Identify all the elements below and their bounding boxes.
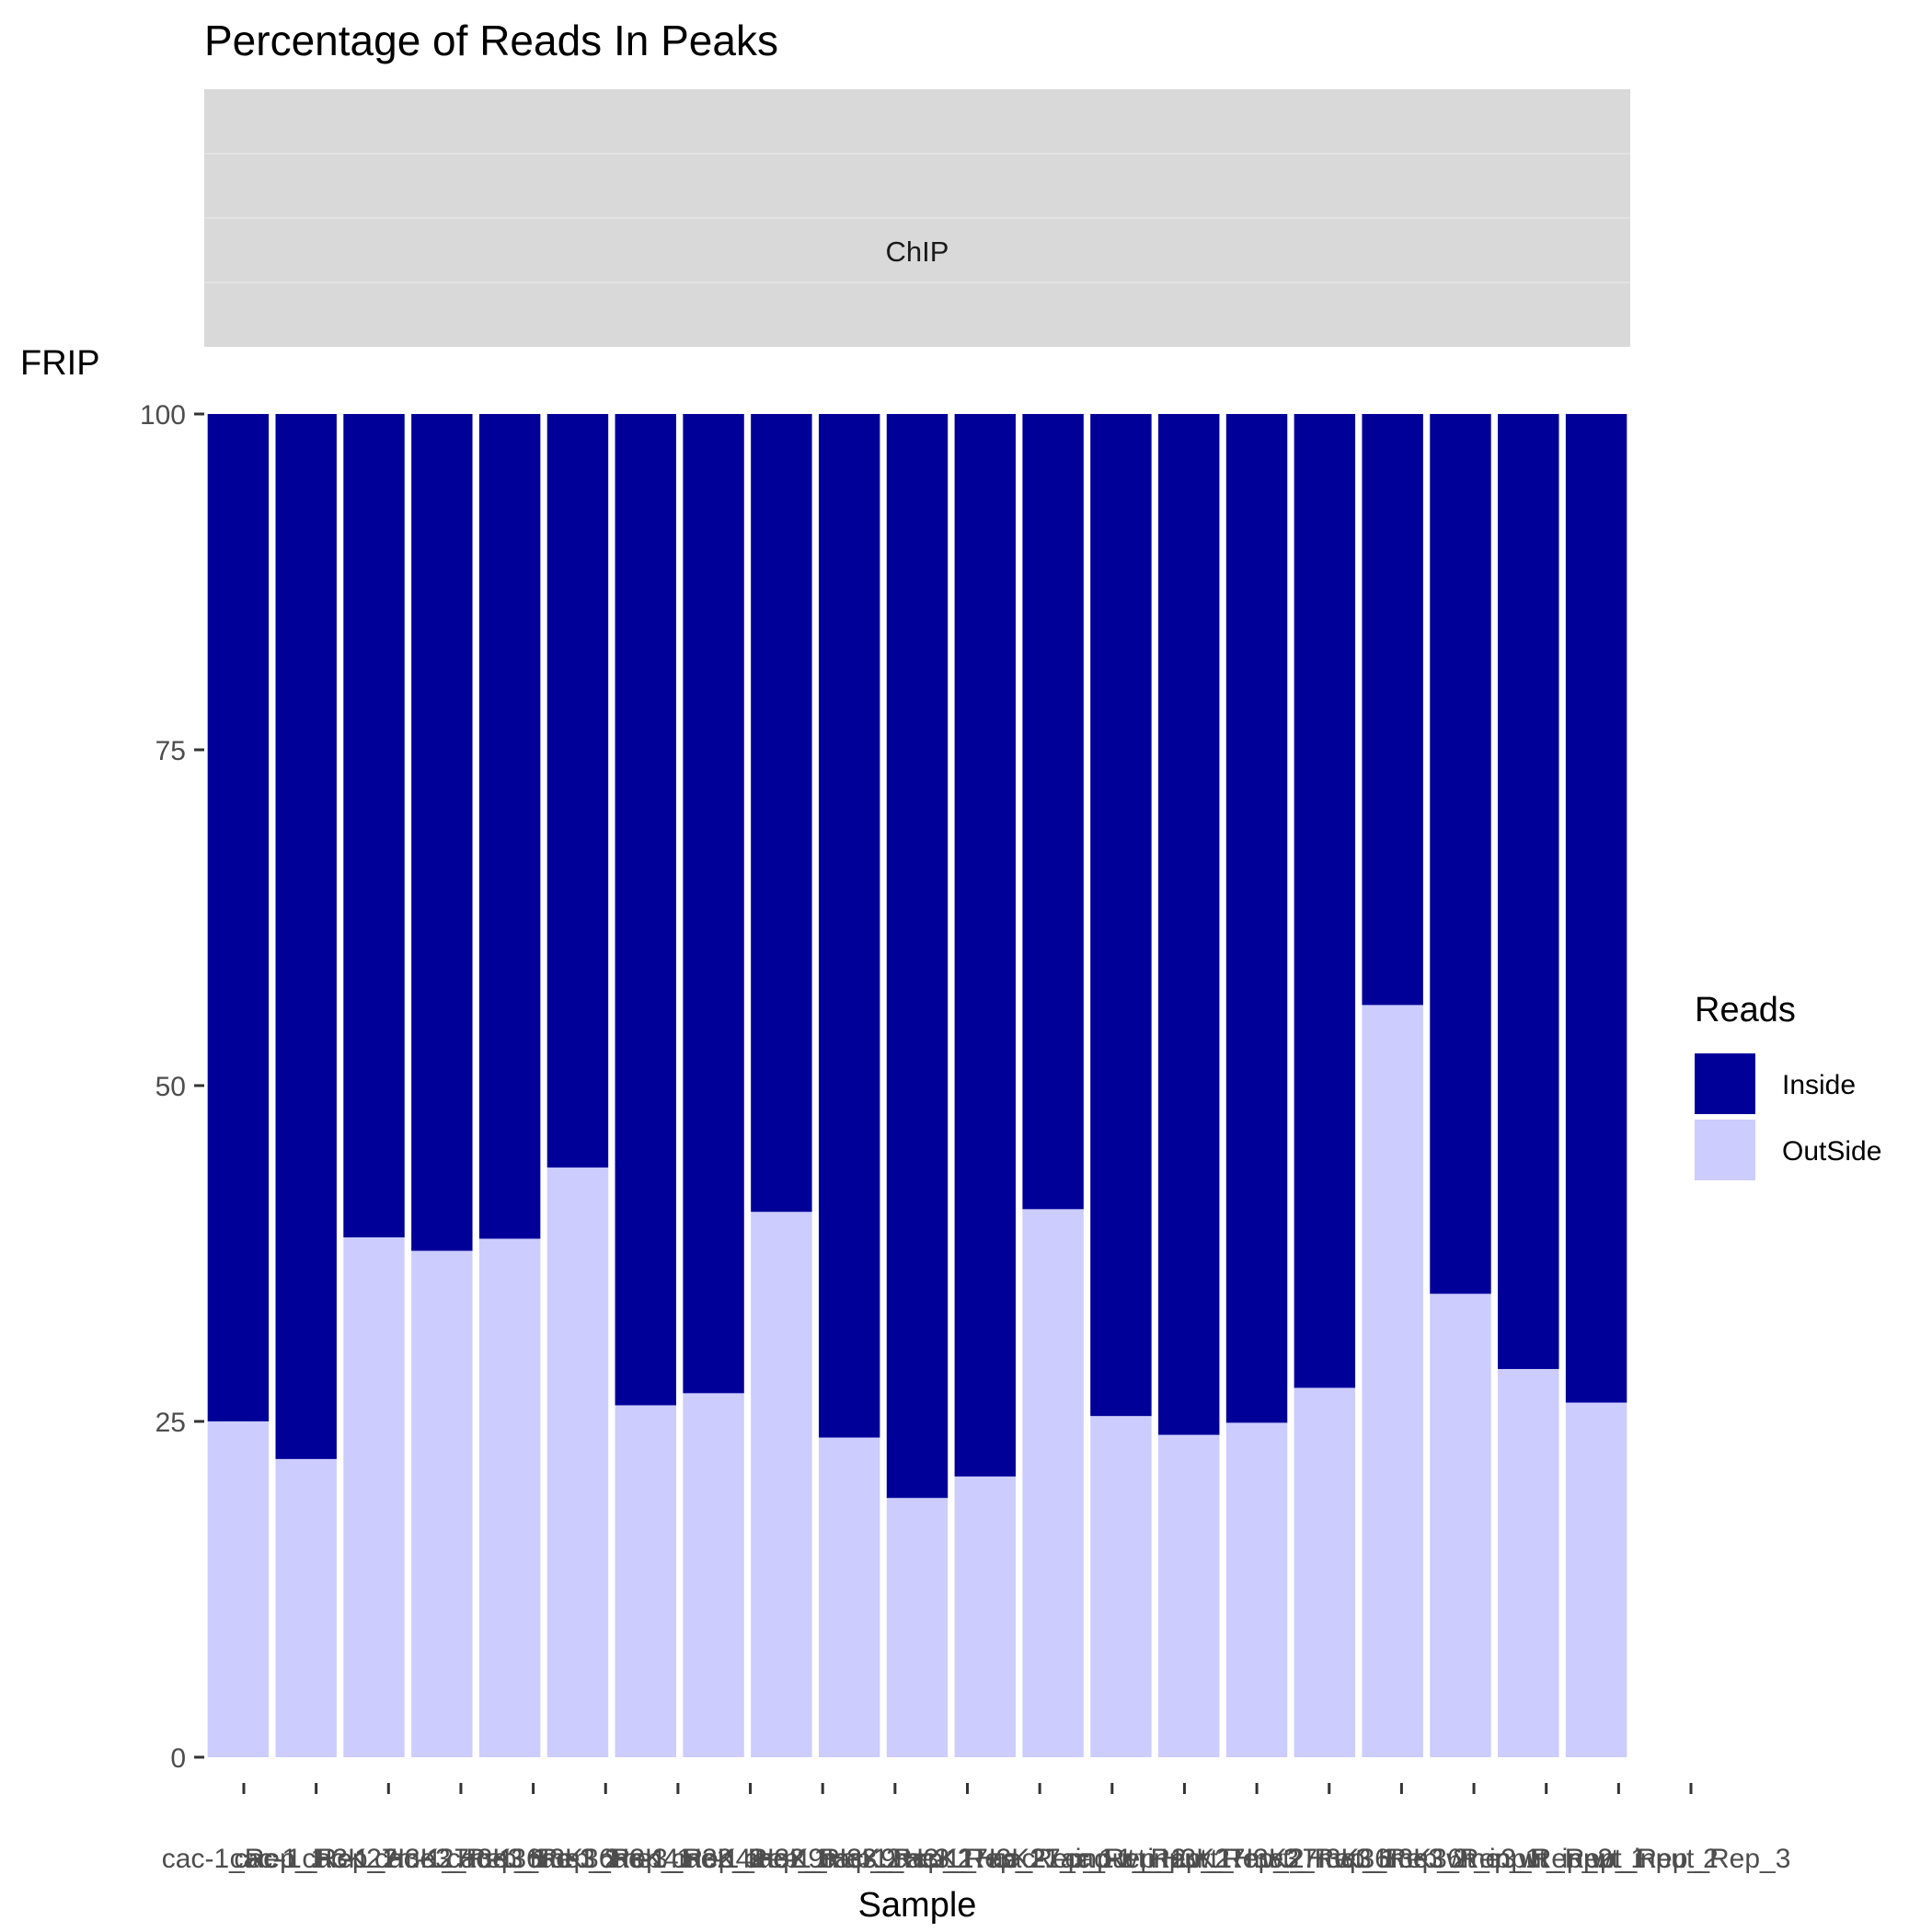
legend: Reads Inside OutSide [1695, 991, 1881, 1180]
x-tick-label: cac-1_H3K27ac_Rep_1 [821, 1844, 1114, 1874]
bar-inside-19 [1430, 414, 1491, 1294]
bar-inside-6 [546, 414, 609, 1168]
bar-inside-3 [343, 414, 405, 1237]
bar-inside-5 [478, 414, 541, 1239]
bar-inside-14 [1090, 414, 1152, 1417]
y-tick-label: 75 [155, 736, 186, 766]
bar-inside-8 [683, 414, 744, 1394]
bar-outside-4 [411, 1250, 473, 1757]
x-tick-label: cac-1_H3K4me2_Rep_1 [527, 1844, 830, 1874]
x-axis: cac-1_Rep_1cac-1_Rep_2cac-1_H3K27me3_Rep… [162, 1783, 1791, 1874]
x-tick-label: wt_input_Rep_2 [1518, 1844, 1719, 1874]
bar-inside-4 [411, 414, 473, 1251]
bar-outside-20 [1498, 1369, 1559, 1757]
bar-inside-7 [615, 414, 676, 1406]
y-tick-label: 0 [170, 1743, 186, 1774]
x-tick-label: cac-1_input_Rep_2 [1064, 1844, 1304, 1874]
bar-outside-13 [1022, 1209, 1084, 1757]
y-tick-label: 100 [140, 400, 186, 431]
bar-outside-9 [751, 1212, 812, 1757]
bar-inside-2 [275, 414, 337, 1459]
x-tick-label: wt_input_Rep_1 [1445, 1844, 1646, 1874]
y-tick-label: 25 [155, 1408, 186, 1438]
bar-outside-3 [343, 1236, 405, 1757]
bar-outside-2 [275, 1458, 337, 1757]
x-tick-label: wt_H3K27me3_Rep_1 [1117, 1844, 1396, 1874]
bar-outside-21 [1565, 1402, 1627, 1757]
x-tick-label: wt_input_Rep_3 [1591, 1844, 1791, 1874]
bar-outside-18 [1362, 1005, 1423, 1757]
bar-outside-15 [1158, 1434, 1220, 1757]
y-tick-label: 50 [155, 1072, 186, 1102]
bar-inside-9 [751, 414, 812, 1213]
x-axis-title: Sample [858, 1886, 977, 1925]
bar-outside-6 [546, 1167, 609, 1757]
bar-outside-1 [207, 1421, 270, 1757]
bar-outside-14 [1090, 1416, 1152, 1757]
x-tick-label: cac-1_Rep_1 [162, 1844, 326, 1874]
x-tick-label: cac-1_H3K27ac_Rep_2 [893, 1844, 1187, 1874]
x-tick-label: wt_H3K27me3_Rep_2 [1190, 1844, 1468, 1874]
bar-inside-13 [1022, 414, 1084, 1210]
x-tick-label: cac-1_H3K9me3_Rep_1 [672, 1844, 974, 1874]
bar-outside-5 [478, 1238, 541, 1757]
bar-outside-8 [683, 1393, 744, 1757]
x-tick-label: wt_H3K36me3_Rep_1 [1261, 1844, 1540, 1874]
legend-label-outside: OutSide [1782, 1136, 1881, 1167]
x-tick-label: cac-1_H3K27me3_Rep_2 [302, 1844, 619, 1874]
x-tick-label: cac-1_H3K36me3_Rep_2 [447, 1844, 765, 1874]
bar-inside-12 [954, 414, 1017, 1477]
x-tick-label: wt_H3K36me3_Rep_2 [1334, 1844, 1613, 1874]
legend-swatch-outside [1695, 1120, 1755, 1180]
legend-swatch-inside [1695, 1053, 1755, 1114]
bar-inside-20 [1498, 414, 1559, 1370]
x-tick-label: cac-1_H3K4me2_Rep_2 [599, 1844, 902, 1874]
bar-inside-1 [207, 414, 270, 1421]
bars-group [207, 414, 1627, 1757]
x-tick-label: cac-1_Rep_2 [234, 1844, 397, 1874]
bar-outside-10 [818, 1437, 880, 1757]
bar-outside-12 [954, 1476, 1017, 1757]
bar-outside-17 [1294, 1387, 1356, 1757]
x-tick-label: cac-1_H3K27me3_Rep_1 [230, 1844, 547, 1874]
bar-inside-16 [1225, 414, 1288, 1423]
bar-outside-11 [886, 1498, 949, 1757]
x-tick-label: cac-1_input_Rep_1 [993, 1844, 1232, 1874]
bar-inside-11 [886, 414, 949, 1499]
x-tick-label: cac-1_H3K36me3_Rep_1 [374, 1844, 692, 1874]
bar-inside-10 [818, 414, 880, 1438]
x-tick-label: cac-1_H3K9me3_Rep_2 [744, 1844, 1047, 1874]
bar-outside-19 [1430, 1294, 1491, 1757]
bar-inside-15 [1158, 414, 1220, 1435]
y-axis-title: FRIP [20, 344, 100, 383]
bar-outside-7 [615, 1405, 676, 1757]
legend-title: Reads [1695, 991, 1796, 1029]
chart-title: Percentage of Reads In Peaks [204, 17, 778, 64]
bar-inside-21 [1565, 414, 1627, 1403]
y-axis: 0 25 50 75 100 [140, 400, 204, 1774]
bar-inside-17 [1294, 414, 1356, 1388]
legend-label-inside: Inside [1782, 1070, 1856, 1100]
bar-outside-16 [1225, 1422, 1288, 1757]
facet-strip-label: ChIP [886, 236, 949, 268]
bar-inside-18 [1362, 414, 1423, 1006]
